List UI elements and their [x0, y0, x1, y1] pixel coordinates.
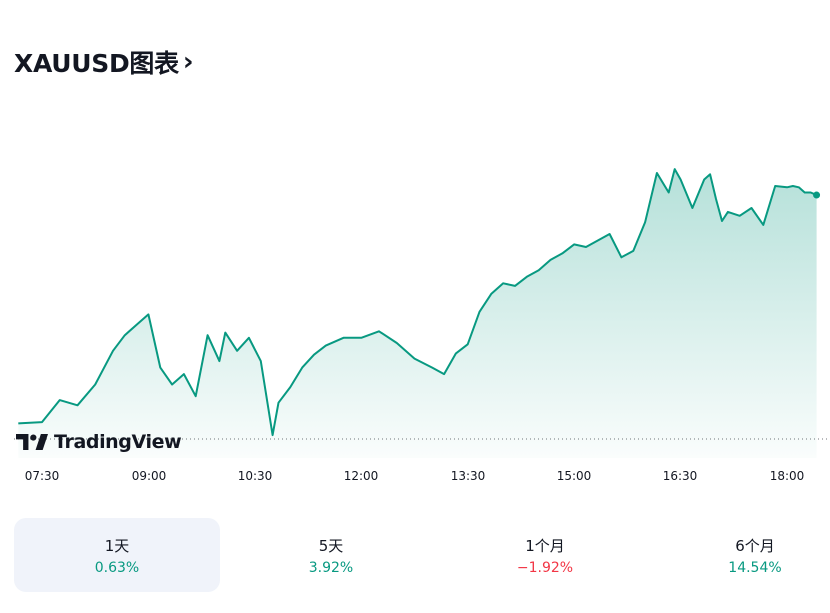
period-change: 14.54% [728, 559, 782, 576]
period-label: 5天 [318, 536, 344, 555]
tradingview-logo-icon [16, 434, 48, 450]
tradingview-logo[interactable]: TradingView [16, 431, 182, 453]
x-tick-label: 18:00 [769, 469, 805, 483]
x-tick-label: 12:00 [343, 469, 379, 483]
x-tick-label: 13:30 [450, 469, 486, 483]
period-tab-6m[interactable]: 6个月 14.54% [652, 518, 830, 592]
price-chart-svg [14, 168, 830, 458]
price-area-fill [18, 169, 817, 458]
period-label: 1天 [104, 536, 130, 555]
period-tab-5d[interactable]: 5天 3.92% [228, 518, 434, 592]
last-price-point [813, 191, 821, 199]
chevron-right-icon: › [182, 47, 194, 77]
period-label: 1个月 [525, 536, 565, 555]
x-tick-label: 09:00 [131, 469, 167, 483]
price-series-line [18, 168, 818, 437]
period-selector: 1天 0.63% 5天 3.92% 1个月 −1.92% 6个月 14.54% [14, 518, 830, 592]
page-title: XAUUSD图表 [14, 49, 179, 78]
period-tab-1m[interactable]: 1个月 −1.92% [442, 518, 648, 592]
period-change: 3.92% [308, 559, 354, 576]
chart-title-link[interactable]: XAUUSD图表 › [14, 44, 194, 80]
price-chart[interactable] [0, 100, 830, 500]
tradingview-wordmark: TradingView [54, 431, 182, 453]
period-label: 6个月 [735, 536, 775, 555]
period-change: −1.92% [516, 559, 574, 576]
x-tick-label: 15:00 [556, 469, 592, 483]
period-change: 0.63% [94, 559, 140, 576]
x-tick-label: 10:30 [237, 469, 273, 483]
x-tick-label: 07:30 [24, 469, 60, 483]
period-tab-1d[interactable]: 1天 0.63% [14, 518, 220, 592]
x-tick-label: 16:30 [662, 469, 698, 483]
